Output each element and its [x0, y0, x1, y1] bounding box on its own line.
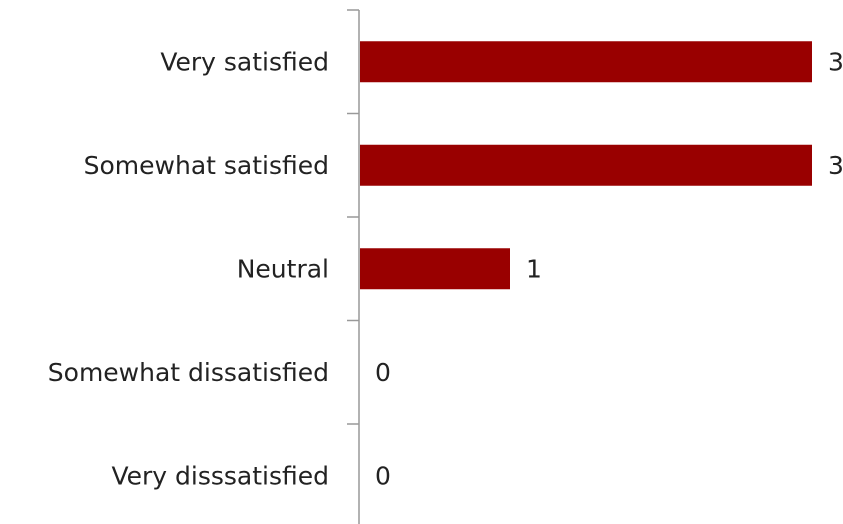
category-label: Very disssatisfied	[111, 461, 329, 490]
value-labels: 3 3 1 0 0	[375, 47, 843, 490]
category-label: Neutral	[237, 254, 329, 283]
value-label: 0	[375, 358, 391, 387]
bars	[360, 41, 812, 290]
bar	[360, 41, 812, 83]
axis-ticks	[347, 9, 359, 425]
category-labels: Very satisfied Somewhat satisfied Neutral S…	[48, 47, 329, 490]
value-label: 1	[526, 254, 542, 283]
bar	[360, 248, 510, 290]
value-label: 3	[828, 151, 843, 180]
category-label: Somewhat satisfied	[84, 151, 329, 180]
category-label: Very satisfied	[160, 47, 329, 76]
category-label: Somewhat dissatisfied	[48, 358, 329, 387]
value-label: 3	[828, 47, 843, 76]
value-label: 0	[375, 461, 391, 490]
bar	[360, 144, 812, 186]
